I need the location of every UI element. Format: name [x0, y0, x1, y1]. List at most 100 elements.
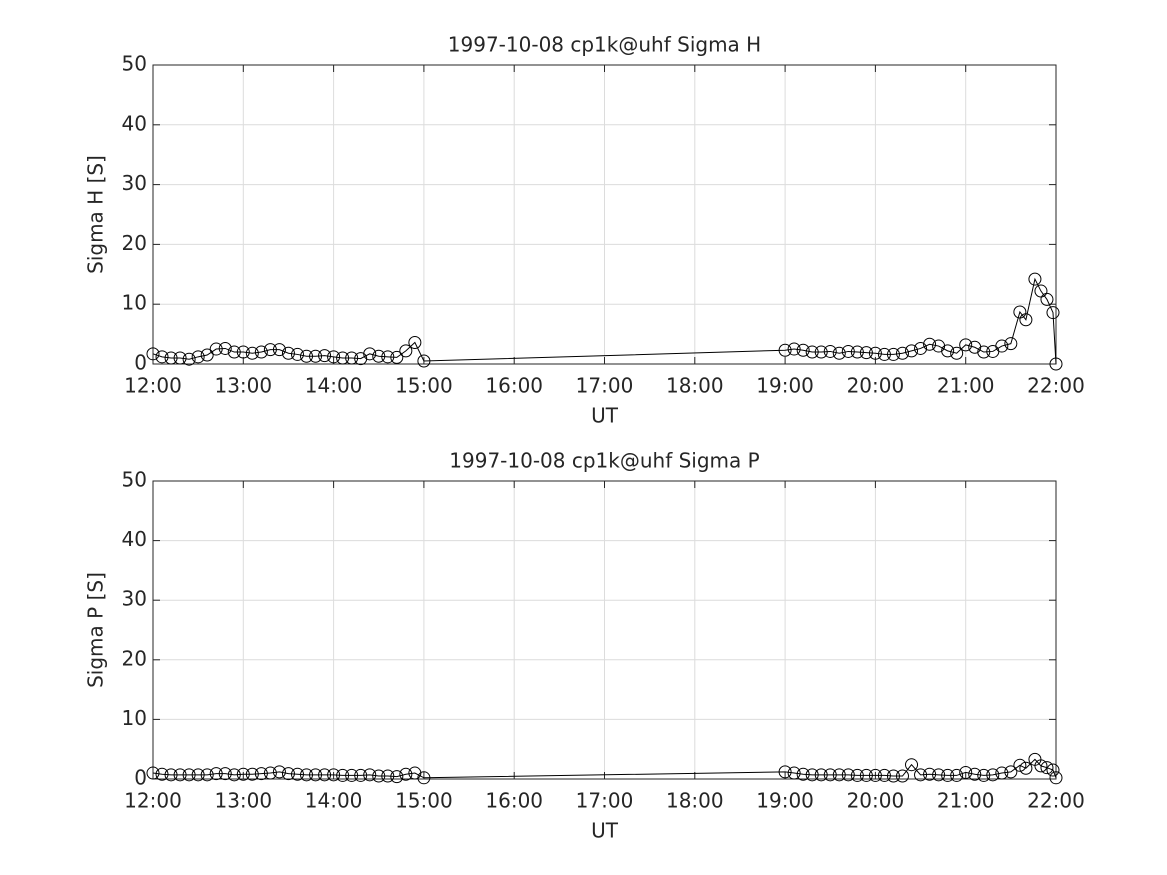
- data-point: [390, 350, 404, 364]
- data-point: [950, 768, 964, 782]
- data-line: [152, 277, 1057, 365]
- data-point: [1019, 761, 1033, 775]
- chart-title: 1997-10-08 cp1k@uhf Sigma H: [448, 33, 761, 57]
- data-point: [399, 344, 413, 358]
- data-point: [778, 765, 792, 779]
- y-tick-label: 50: [122, 52, 147, 76]
- data-point: [923, 767, 937, 781]
- data-point: [859, 768, 873, 782]
- x-tick-label: 14:00: [305, 374, 363, 398]
- data-point: [363, 347, 377, 361]
- data-point: [1019, 313, 1033, 327]
- data-point: [823, 344, 837, 358]
- x-tick-label: 17:00: [576, 789, 634, 813]
- x-tick-label: 16:00: [485, 789, 543, 813]
- data-point: [841, 344, 855, 358]
- data-point: [959, 338, 973, 352]
- data-point: [814, 768, 828, 782]
- y-tick-label: 40: [122, 527, 147, 551]
- data-point: [363, 768, 377, 782]
- data-point: [381, 350, 395, 364]
- data-point: [336, 351, 350, 365]
- data-point: [1028, 272, 1042, 286]
- data-point: [832, 346, 846, 360]
- data-point: [182, 352, 196, 366]
- data-point: [209, 342, 223, 356]
- y-tick-label: 30: [122, 171, 147, 195]
- data-point: [895, 769, 909, 783]
- data-point: [886, 769, 900, 783]
- data-point: [372, 769, 386, 783]
- data-point: [281, 767, 295, 781]
- data-point: [300, 349, 314, 363]
- data-point: [832, 768, 846, 782]
- data-point: [914, 768, 928, 782]
- data-point: [191, 350, 205, 364]
- x-tick-label: 20:00: [847, 789, 905, 813]
- chart-title: 1997-10-08 cp1k@uhf Sigma P: [449, 449, 759, 473]
- data-point: [254, 345, 268, 359]
- data-point: [263, 343, 277, 357]
- data-point: [173, 351, 187, 365]
- y-axis-label: Sigma P [S]: [84, 572, 108, 688]
- data-point: [986, 768, 1000, 782]
- data-point: [805, 768, 819, 782]
- y-tick-label: 20: [122, 231, 147, 255]
- data-point: [417, 771, 431, 785]
- data-point: [977, 345, 991, 359]
- data-point: [290, 767, 304, 781]
- x-tick-label: 15:00: [395, 789, 453, 813]
- data-point: [850, 345, 864, 359]
- x-tick-label: 22:00: [1027, 374, 1085, 398]
- y-tick-label: 20: [122, 646, 147, 670]
- data-point: [345, 351, 359, 365]
- data-point: [173, 768, 187, 782]
- data-point: [327, 768, 341, 782]
- data-point: [155, 767, 169, 781]
- data-point: [390, 770, 404, 784]
- data-point: [209, 767, 223, 781]
- y-tick-label: 0: [134, 351, 147, 375]
- data-point: [1004, 337, 1018, 351]
- data-point: [941, 768, 955, 782]
- data-point: [408, 335, 422, 349]
- data-point: [805, 345, 819, 359]
- data-point: [787, 342, 801, 356]
- x-tick-label: 22:00: [1027, 789, 1085, 813]
- data-point: [1004, 765, 1018, 779]
- x-tick-label: 18:00: [666, 789, 724, 813]
- y-tick-label: 40: [122, 111, 147, 135]
- data-point: [923, 337, 937, 351]
- data-point: [950, 346, 964, 360]
- x-tick-label: 17:00: [576, 374, 634, 398]
- data-point: [300, 768, 314, 782]
- data-point: [877, 768, 891, 782]
- data-point: [318, 349, 332, 363]
- data-point: [977, 768, 991, 782]
- y-axis-label: Sigma H [S]: [84, 155, 108, 274]
- data-point: [318, 768, 332, 782]
- data-point: [895, 346, 909, 360]
- data-point: [227, 345, 241, 359]
- data-point: [1049, 771, 1063, 785]
- data-point: [182, 768, 196, 782]
- data-point: [263, 766, 277, 780]
- y-tick-label: 10: [122, 291, 147, 315]
- data-point: [146, 347, 160, 361]
- data-point: [327, 350, 341, 364]
- data-point: [309, 768, 323, 782]
- y-tick-label: 10: [122, 706, 147, 730]
- data-point: [200, 348, 214, 362]
- data-point: [905, 758, 919, 772]
- data-point: [1046, 306, 1060, 320]
- data-point: [164, 768, 178, 782]
- y-tick-label: 0: [134, 766, 147, 790]
- data-point: [227, 768, 241, 782]
- x-axis-label: UT: [591, 404, 619, 428]
- data-point: [796, 767, 810, 781]
- data-point: [1013, 758, 1027, 772]
- data-point: [354, 768, 368, 782]
- data-point: [372, 349, 386, 363]
- x-axis-label: UT: [591, 819, 619, 843]
